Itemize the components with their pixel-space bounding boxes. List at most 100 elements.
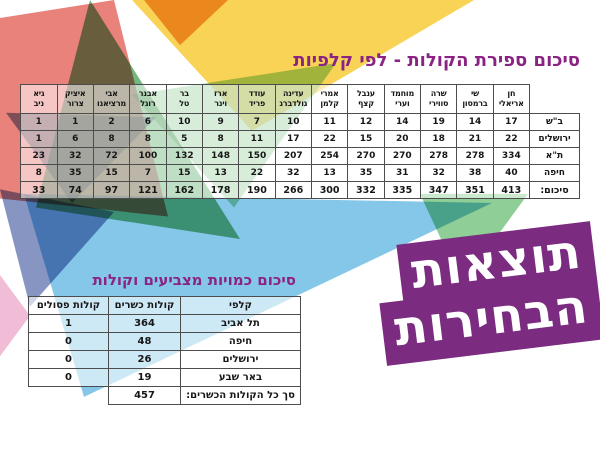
vote-cell: 150: [238, 147, 276, 165]
vote-total-cell: 347: [419, 181, 458, 199]
vote-cell: 13: [310, 164, 349, 182]
candidate-header: מוחמד וערי: [383, 84, 421, 114]
summary-row: באר שבע 19 0: [28, 368, 301, 387]
column-header-invalid: קולות פסולים: [28, 296, 109, 315]
table-row-haifa: חיפה 40 38 32 31 35 13 32 22 13 15 7 15 …: [20, 164, 580, 182]
invalid-votes-cell: 0: [28, 350, 109, 369]
valid-votes-cell: 19: [108, 368, 181, 387]
vote-cell: 334: [492, 147, 531, 165]
summary-row: תל אביב 364 1: [28, 314, 301, 333]
table-row-beersheva: ב"ש 17 14 19 14 12 11 10 7 9 10 6 2 1 1: [20, 113, 580, 131]
vote-cell: 2: [92, 113, 131, 131]
valid-votes-cell: 48: [108, 332, 181, 351]
valid-votes-cell: 364: [108, 314, 181, 333]
candidate-header: שי ברמסון: [456, 84, 494, 114]
candidate-header: איציק צרור: [56, 84, 94, 114]
table-row-telaviv: ת"א 334 278 278 270 270 254 207 150 148 …: [20, 147, 580, 165]
vote-cell: 8: [20, 164, 58, 182]
vote-total-cell: 351: [456, 181, 494, 199]
vote-cell: 35: [347, 164, 385, 182]
station-cell: תל אביב: [180, 314, 301, 333]
vote-cell: 17: [274, 130, 312, 148]
summary-row: ירושלים 26 0: [28, 350, 301, 369]
vote-total-cell: 332: [347, 181, 385, 199]
row-label: ירושלים: [529, 130, 580, 148]
row-label: ב"ש: [529, 113, 580, 131]
vote-cell: 12: [347, 113, 385, 131]
vote-cell: 207: [274, 147, 312, 165]
vote-cell: 9: [201, 113, 240, 131]
vote-cell: 7: [238, 113, 276, 131]
column-header-station: קלפי: [180, 296, 301, 315]
vote-cell: 14: [383, 113, 421, 131]
table-row-total: סיכום: 413 351 347 335 332 300 266 190 1…: [20, 181, 580, 199]
candidate-header: ארז וינר: [201, 84, 240, 114]
vote-cell: 270: [347, 147, 385, 165]
candidate-header: עדינה גולדברג: [274, 84, 312, 114]
vote-cell: 15: [165, 164, 203, 182]
valid-votes-cell: 26: [108, 350, 181, 369]
row-label: סיכום:: [529, 181, 580, 199]
vote-cell: 31: [383, 164, 421, 182]
vote-cell: 7: [129, 164, 167, 182]
vote-total-cell: 300: [310, 181, 349, 199]
station-cell: באר שבע: [180, 368, 301, 387]
vote-cell: 132: [165, 147, 203, 165]
station-cell: ירושלים: [180, 350, 301, 369]
vote-cell: 11: [238, 130, 276, 148]
votes-by-station-table: חן אריאלי שי ברמסון שרה סווירי מוחמד וער…: [20, 84, 580, 199]
vote-cell: 20: [383, 130, 421, 148]
vote-cell: 23: [20, 147, 58, 165]
corner-cell: [530, 85, 580, 114]
invalid-votes-cell: 1: [28, 314, 109, 333]
vote-cell: 22: [310, 130, 349, 148]
vote-cell: 8: [92, 130, 131, 148]
vote-cell: 72: [92, 147, 131, 165]
row-label: חיפה: [529, 164, 580, 182]
vote-cell: 38: [456, 164, 494, 182]
vote-cell: 35: [56, 164, 94, 182]
vote-cell: 1: [56, 113, 94, 131]
station-cell: חיפה: [180, 332, 301, 351]
total-label-cell: סך כל הקולות הכשרים:: [180, 386, 301, 405]
invalid-votes-cell: 0: [28, 368, 109, 387]
vote-total-cell: 413: [492, 181, 531, 199]
candidate-header: אמרי קלמן: [310, 84, 349, 114]
vote-total-cell: 97: [92, 181, 131, 199]
vote-total-cell: 190: [238, 181, 276, 199]
empty-cell: [29, 387, 109, 405]
vote-cell: 270: [383, 147, 421, 165]
vote-total-cell: 335: [383, 181, 421, 199]
vote-total-cell: 121: [129, 181, 167, 199]
vote-cell: 148: [201, 147, 240, 165]
vote-cell: 100: [129, 147, 167, 165]
vote-cell: 15: [347, 130, 385, 148]
candidate-header: שרה סווירי: [419, 84, 458, 114]
summary-header-row: קלפי קולות כשרים קולות פסולים: [28, 296, 301, 315]
vote-cell: 32: [274, 164, 312, 182]
invalid-votes-cell: 0: [28, 332, 109, 351]
vote-total-cell: 33: [20, 181, 58, 199]
vote-cell: 1: [20, 113, 58, 131]
vote-cell: 278: [456, 147, 494, 165]
vote-cell: 21: [456, 130, 494, 148]
vote-cell: 11: [310, 113, 349, 131]
vote-cell: 17: [492, 113, 531, 131]
vote-cell: 14: [456, 113, 494, 131]
vote-cell: 10: [165, 113, 203, 131]
candidate-header: גיא ניב: [20, 84, 58, 114]
vote-cell: 32: [56, 147, 94, 165]
vote-total-cell: 266: [274, 181, 312, 199]
vote-cell: 13: [201, 164, 240, 182]
vote-cell: 5: [165, 130, 203, 148]
vote-cell: 10: [274, 113, 312, 131]
candidate-header: אבנר רוגל: [129, 84, 167, 114]
bottom-table-title: סיכום כמויות מצביעים וקולות: [92, 271, 296, 289]
candidate-header: ענבל קצף: [347, 84, 385, 114]
column-header-valid: קולות כשרים: [108, 296, 181, 315]
row-label: ת"א: [529, 147, 580, 165]
vote-cell: 22: [492, 130, 531, 148]
vote-cell: 15: [92, 164, 131, 182]
voters-summary-table: קלפי קולות כשרים קולות פסולים תל אביב 36…: [28, 296, 301, 405]
